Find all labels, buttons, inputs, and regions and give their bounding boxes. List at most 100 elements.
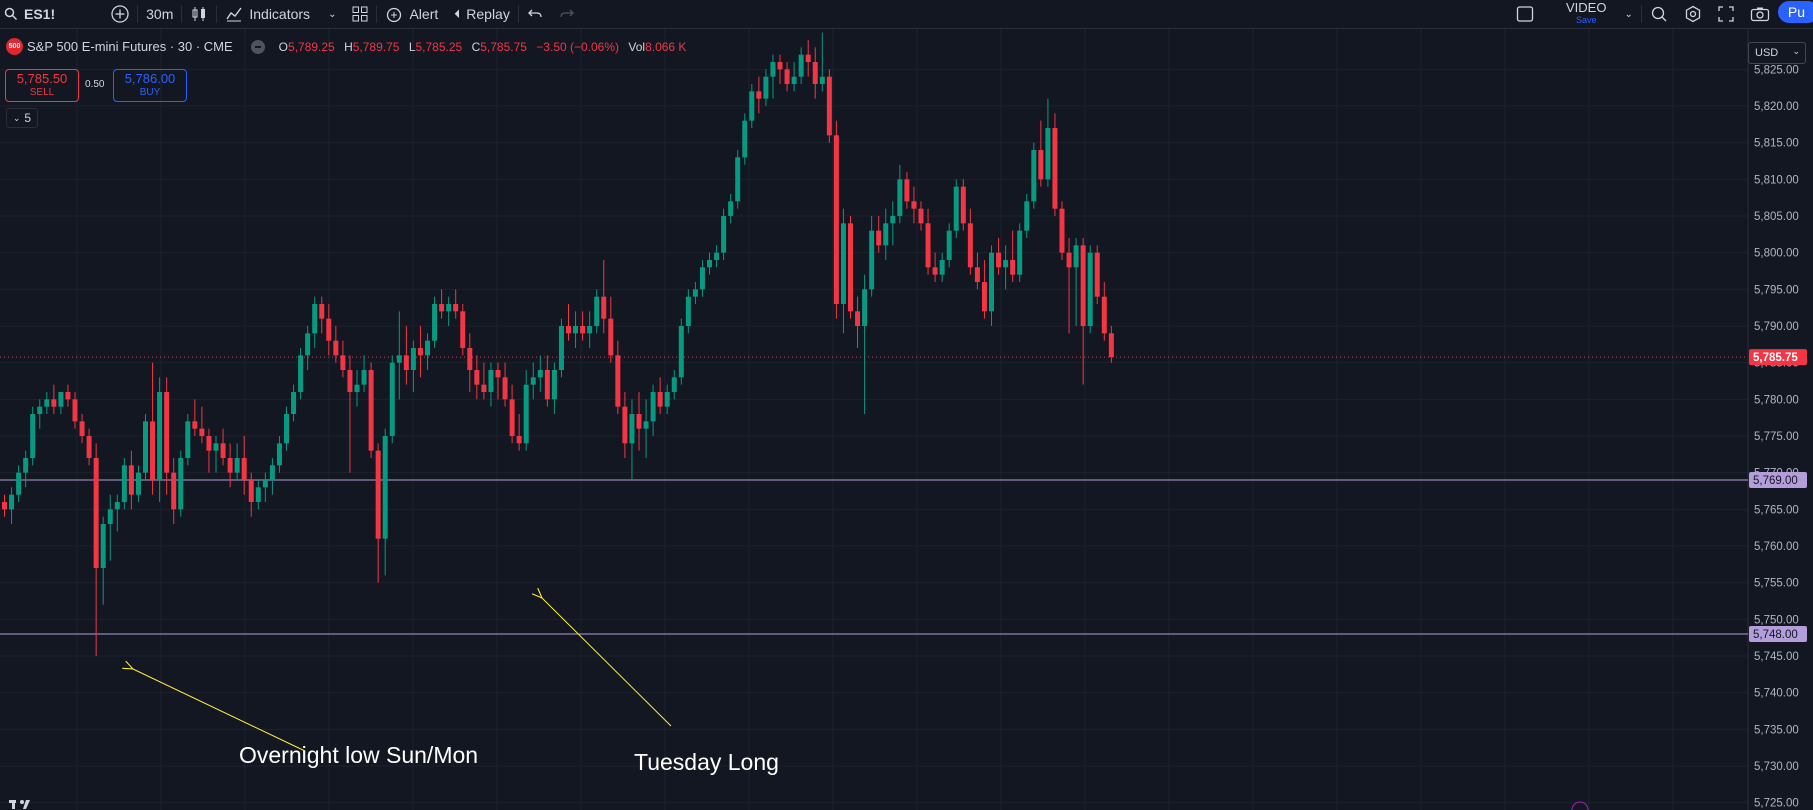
indicators-collapse-button[interactable]: ⌄ 5	[6, 108, 38, 128]
alert-button[interactable]: Alert	[377, 0, 446, 28]
symbol-search[interactable]: ES1!	[0, 0, 63, 28]
level-price-tag	[1749, 472, 1807, 488]
candles	[2, 32, 1114, 656]
candle	[291, 384, 297, 422]
candle-body	[671, 377, 677, 392]
candle-body	[805, 54, 811, 62]
video-dropdown[interactable]: ⌄	[1616, 0, 1640, 28]
collapse-count: 5	[24, 111, 32, 125]
candle-body	[1087, 252, 1093, 326]
candle-body	[551, 370, 557, 400]
annotation-tuesday[interactable]: Tuesday Long	[542, 598, 779, 775]
candle-body	[523, 384, 529, 444]
candle	[537, 355, 543, 392]
candle	[446, 296, 452, 326]
candle-body	[657, 392, 663, 407]
candle-body	[460, 311, 466, 348]
candle	[72, 392, 78, 429]
candle-body	[566, 326, 571, 334]
candle-body	[128, 465, 134, 495]
horizontal-lines[interactable]	[0, 356, 1748, 635]
axis-settings-icon[interactable]	[1571, 801, 1589, 810]
price-chart[interactable]: 5,825.00 5,820.00 5,815.00 5,810.00 5,805.00…	[0, 29, 1813, 810]
candle	[1101, 282, 1107, 341]
candle	[925, 208, 931, 275]
candle	[869, 216, 875, 297]
price-axis[interactable]: 5,825.00 5,820.00 5,815.00 5,810.00 5,805.00…	[1749, 64, 1807, 810]
candle-body	[121, 465, 127, 502]
candle-body	[114, 502, 120, 510]
settings-button[interactable]	[1676, 0, 1710, 28]
candle	[1059, 201, 1065, 260]
candle-body	[178, 458, 184, 510]
currency-label: USD	[1755, 47, 1779, 59]
compare-button[interactable]	[103, 0, 137, 28]
change-value: −3.50 (−0.06%)	[536, 39, 620, 54]
sell-button[interactable]: 5,785.50 SELL	[5, 69, 79, 102]
candle	[30, 406, 36, 466]
candle	[939, 252, 945, 282]
candle	[1045, 98, 1051, 187]
sell-price: 5,785.50	[16, 71, 68, 86]
replay-button[interactable]: ⏴ Replay	[446, 0, 518, 28]
indicators-icon	[226, 7, 242, 22]
candle-body	[44, 399, 50, 407]
candle	[580, 311, 586, 341]
candle-body	[537, 370, 543, 378]
candle-body	[51, 399, 57, 407]
high-key: H	[344, 39, 353, 54]
annotation-overnight[interactable]: Overnight low Sun/Mon	[133, 669, 478, 768]
candle	[996, 238, 1002, 275]
candle	[911, 186, 917, 224]
candle	[883, 208, 889, 260]
candle-body	[262, 480, 268, 488]
chart-type-button[interactable]	[182, 0, 216, 28]
buy-button[interactable]: 5,786.00 BUY	[113, 69, 187, 102]
candle	[544, 355, 550, 407]
candle-body	[650, 392, 656, 422]
expand-button[interactable]	[1710, 0, 1742, 28]
candle	[840, 208, 846, 334]
video-save-button[interactable]: VIDEO Save	[1566, 1, 1606, 26]
candle-body	[276, 443, 282, 466]
candle	[615, 340, 621, 414]
layouts-button[interactable]	[344, 0, 376, 28]
currency-select[interactable]: USD ⌄	[1748, 42, 1806, 64]
chevron-down-icon: ⌄	[328, 8, 337, 20]
candle	[121, 458, 127, 510]
legend-title[interactable]: S&P 500 E-mini Futures · 30 · CME	[27, 39, 233, 54]
candle-body	[1031, 150, 1037, 202]
redo-button[interactable]	[551, 0, 583, 28]
annotation-text-tuesday: Tuesday Long	[634, 749, 779, 775]
candle	[79, 414, 85, 444]
candle-body	[664, 392, 670, 407]
quick-search-button[interactable]	[1642, 0, 1676, 28]
candle-body	[989, 252, 994, 312]
undo-button[interactable]	[519, 0, 551, 28]
candle	[953, 179, 959, 238]
candle-body	[1038, 150, 1044, 180]
candle	[622, 392, 628, 458]
chevron-down-icon: ⌄	[1792, 46, 1800, 56]
candle	[728, 194, 734, 224]
candle-body	[960, 186, 966, 224]
candle	[714, 245, 720, 268]
interval-button[interactable]: 30m	[146, 6, 174, 22]
candle-body	[453, 304, 459, 312]
candle-body	[897, 179, 903, 216]
candle	[453, 289, 459, 319]
candle	[284, 406, 289, 451]
snapshot-button[interactable]	[1742, 0, 1778, 28]
current-price-tag	[1749, 349, 1807, 366]
indicators-button[interactable]: Indicators ⌄	[217, 0, 344, 28]
candle	[150, 362, 156, 495]
candle	[664, 384, 670, 414]
publish-button[interactable]: Pu	[1777, 1, 1813, 23]
candle-body	[410, 348, 416, 370]
candle-body	[833, 135, 839, 304]
candle-body	[150, 421, 156, 480]
candle	[699, 260, 705, 297]
visibility-icon[interactable]	[250, 39, 265, 54]
candle	[643, 399, 649, 458]
fullscreen-toggle[interactable]	[1508, 0, 1542, 28]
